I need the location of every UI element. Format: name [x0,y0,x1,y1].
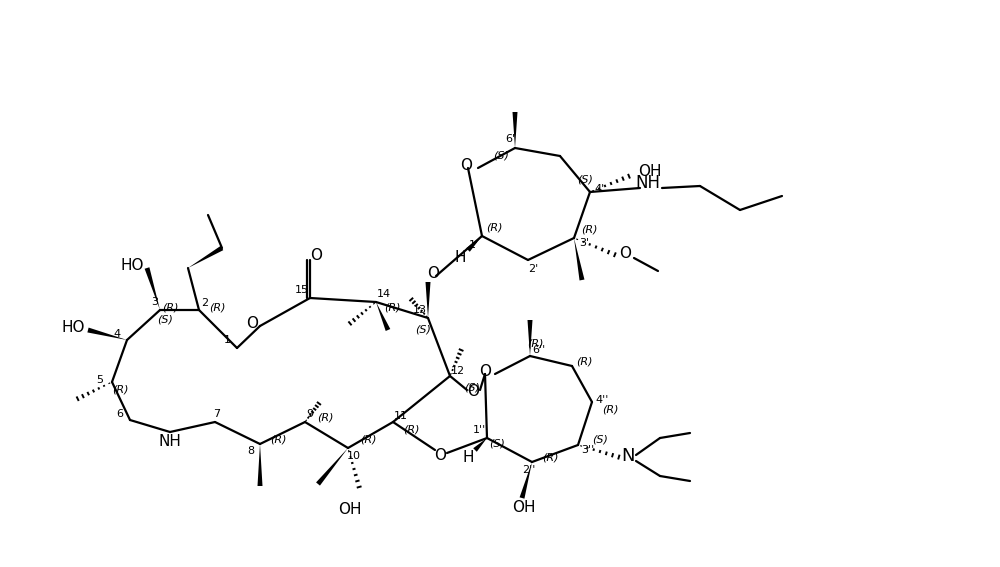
Text: N: N [621,447,635,465]
Text: (R): (R) [581,225,597,235]
Text: 2: 2 [201,298,209,308]
Polygon shape [87,328,127,340]
Text: 15: 15 [295,285,309,295]
Text: (R): (R) [360,435,376,445]
Text: O: O [467,384,479,400]
Text: (R): (R) [112,385,128,395]
Text: 8: 8 [247,446,255,456]
Text: (R): (R) [270,434,286,444]
Polygon shape [466,236,482,252]
Text: O: O [460,159,472,174]
Text: 13: 13 [413,305,427,315]
Text: 2': 2' [528,264,538,274]
Text: O: O [619,246,631,260]
Text: (R): (R) [317,412,333,422]
Text: 3': 3' [579,238,589,248]
Text: O: O [427,266,439,281]
Text: (S): (S) [464,383,480,393]
Polygon shape [574,238,584,281]
Text: H: H [454,251,466,265]
Polygon shape [316,448,348,485]
Text: HO: HO [61,320,85,336]
Text: 7: 7 [213,409,221,419]
Text: H: H [462,450,474,464]
Text: HO: HO [120,257,144,273]
Text: 1: 1 [224,335,230,345]
Text: O: O [246,316,258,332]
Text: 6: 6 [116,409,124,419]
Text: OH: OH [338,502,362,518]
Text: (S): (S) [489,438,505,448]
Text: 9: 9 [306,409,314,419]
Text: 4'': 4'' [595,395,609,405]
Text: 3: 3 [152,297,158,307]
Polygon shape [520,462,532,498]
Text: 2'': 2'' [522,465,536,475]
Text: (R): (R) [486,223,502,233]
Text: (S): (S) [577,175,593,185]
Polygon shape [188,246,223,268]
Text: 1'': 1'' [472,425,486,435]
Text: (R): (R) [602,405,618,415]
Text: 6': 6' [505,134,515,144]
Text: 6'': 6'' [532,345,546,355]
Text: (R): (R) [576,356,592,366]
Text: (S): (S) [592,435,608,445]
Text: NH: NH [159,434,181,448]
Text: 4': 4' [595,184,605,194]
Text: O: O [479,365,491,379]
Text: 1': 1' [469,240,479,250]
Polygon shape [512,112,518,148]
Text: 14: 14 [377,289,391,299]
Polygon shape [145,267,160,310]
Text: 11: 11 [394,411,408,421]
Text: (S): (S) [493,151,509,161]
Text: 12: 12 [451,366,465,376]
Text: OH: OH [512,500,536,514]
Text: O: O [310,248,322,263]
Polygon shape [376,302,390,331]
Text: OH: OH [638,164,662,180]
Text: O: O [434,447,446,463]
Text: 5: 5 [96,375,104,385]
Text: (R): (R) [209,303,225,313]
Text: (S): (S) [415,324,431,334]
Text: (R): (R) [384,302,400,312]
Polygon shape [426,282,430,318]
Polygon shape [473,438,487,452]
Text: (R): (R) [403,425,419,435]
Text: 4: 4 [113,329,121,339]
Text: (R): (R) [542,452,558,462]
Text: 10: 10 [347,451,361,461]
Polygon shape [528,320,532,356]
Text: 3'': 3'' [581,445,595,455]
Text: (R): (R) [527,339,543,349]
Text: (R): (R) [162,303,178,313]
Polygon shape [258,444,262,486]
Text: NH: NH [636,174,660,192]
Text: (S): (S) [157,314,173,324]
